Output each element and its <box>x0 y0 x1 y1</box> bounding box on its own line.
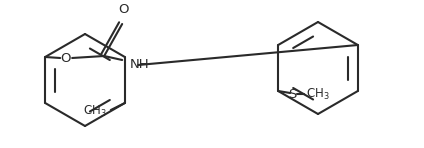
Text: CH$_3$: CH$_3$ <box>306 86 330 102</box>
Text: S: S <box>288 87 296 100</box>
Text: O: O <box>118 3 128 16</box>
Text: CH$_3$: CH$_3$ <box>83 103 107 119</box>
Text: O: O <box>60 52 70 65</box>
Text: NH: NH <box>130 58 150 71</box>
